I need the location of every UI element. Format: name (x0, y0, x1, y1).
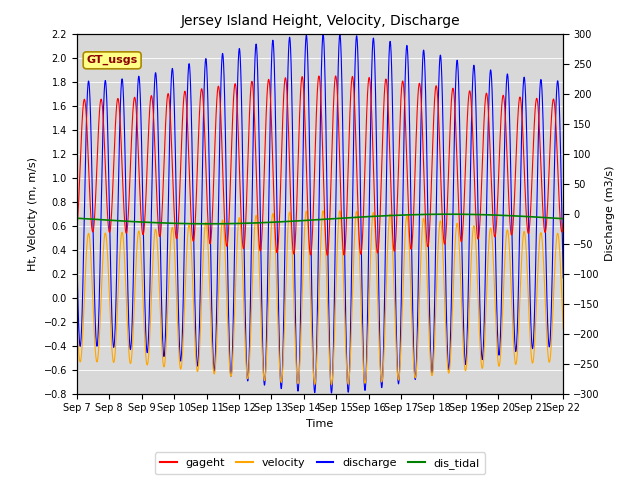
Legend: gageht, velocity, discharge, dis_tidal: gageht, velocity, discharge, dis_tidal (155, 453, 485, 474)
Title: Jersey Island Height, Velocity, Discharge: Jersey Island Height, Velocity, Discharg… (180, 14, 460, 28)
Y-axis label: Ht, Velocity (m, m/s): Ht, Velocity (m, m/s) (28, 156, 38, 271)
Y-axis label: Discharge (m3/s): Discharge (m3/s) (605, 166, 615, 261)
Text: GT_usgs: GT_usgs (86, 55, 138, 65)
X-axis label: Time: Time (307, 419, 333, 429)
